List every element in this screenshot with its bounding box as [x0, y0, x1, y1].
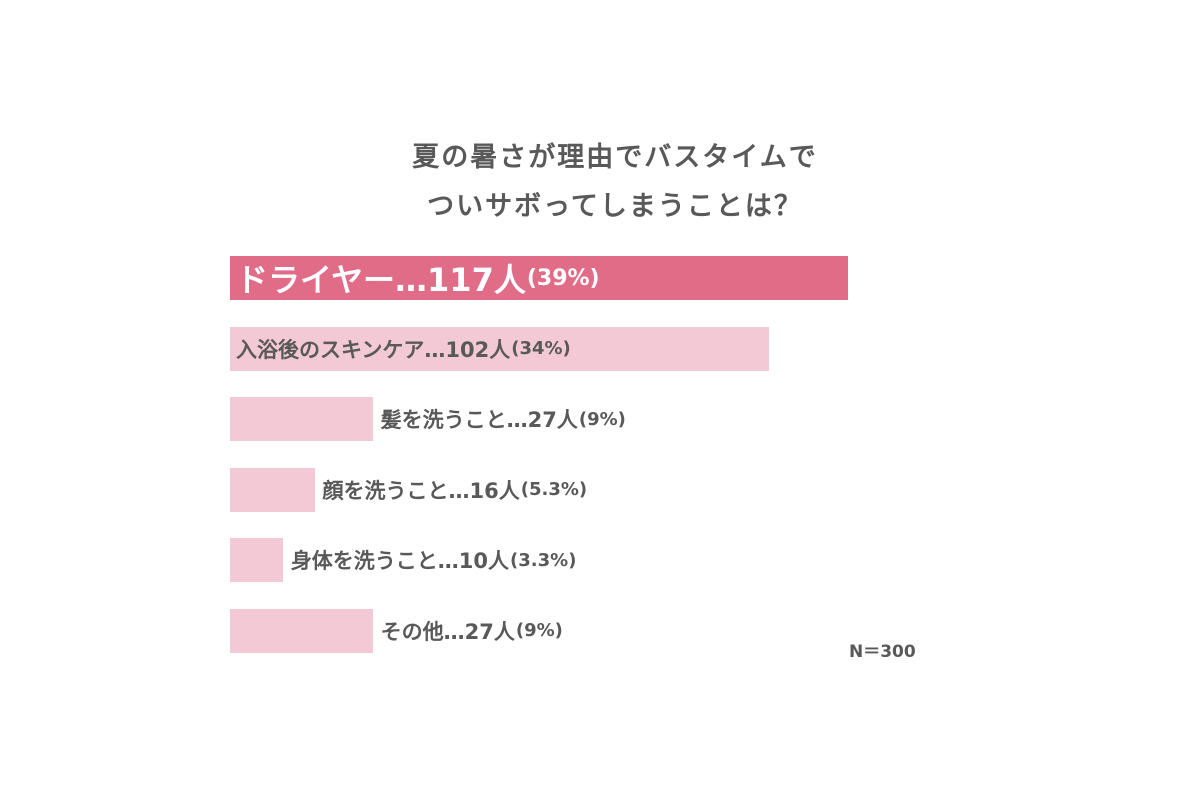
bar-label-main: 顔を洗うこと…16人 [322, 478, 520, 503]
bar-3 [230, 397, 373, 441]
chart-title-line-2: ついサボってしまうことは？ [427, 191, 803, 222]
bar-5 [230, 538, 283, 582]
bar-label-percent: (9%) [578, 408, 626, 430]
chart-title-line-1: 夏の暑さが理由でバスタイムで [412, 142, 818, 173]
bar-4 [230, 467, 315, 512]
chart-title: 夏の暑さが理由でバスタイムで ついサボってしまうことは？ [380, 133, 850, 231]
bar-label-main: その他…27人 [380, 619, 515, 644]
bar-label-main: 入浴後のスキンケア…102人 [236, 337, 511, 362]
bar-label-percent: (39%) [526, 265, 600, 291]
bar-label-main: 身体を洗うこと…10人 [290, 549, 510, 573]
bar-label-main: ドライヤー…117人 [236, 261, 526, 299]
bar-label-2: 入浴後のスキンケア…102人 (34%) [236, 327, 571, 371]
bar-1 [230, 256, 848, 300]
bar-label-1: ドライヤー…117人 (39%) [236, 256, 600, 300]
bar-label-6: その他…27人 (9%) [381, 609, 563, 653]
sample-size-note: N＝300 [849, 642, 916, 662]
bar-label-4: 顔を洗うこと…16人 (5.3%) [323, 468, 588, 512]
bar-2 [230, 326, 769, 371]
bar-label-percent: (5.3%) [520, 479, 588, 500]
bar-label-percent: (9%) [515, 620, 563, 641]
bar-label-5: 身体を洗うこと…10人 (3.3%) [291, 538, 577, 582]
bar-label-percent: (34%) [511, 338, 571, 359]
bar-label-main: 髪を洗うこと…27人 [380, 408, 578, 432]
bar-label-3: 髪を洗うこと…27人 (9%) [381, 397, 626, 441]
bar-6 [230, 608, 373, 653]
bar-label-percent: (3.3%) [510, 549, 577, 571]
